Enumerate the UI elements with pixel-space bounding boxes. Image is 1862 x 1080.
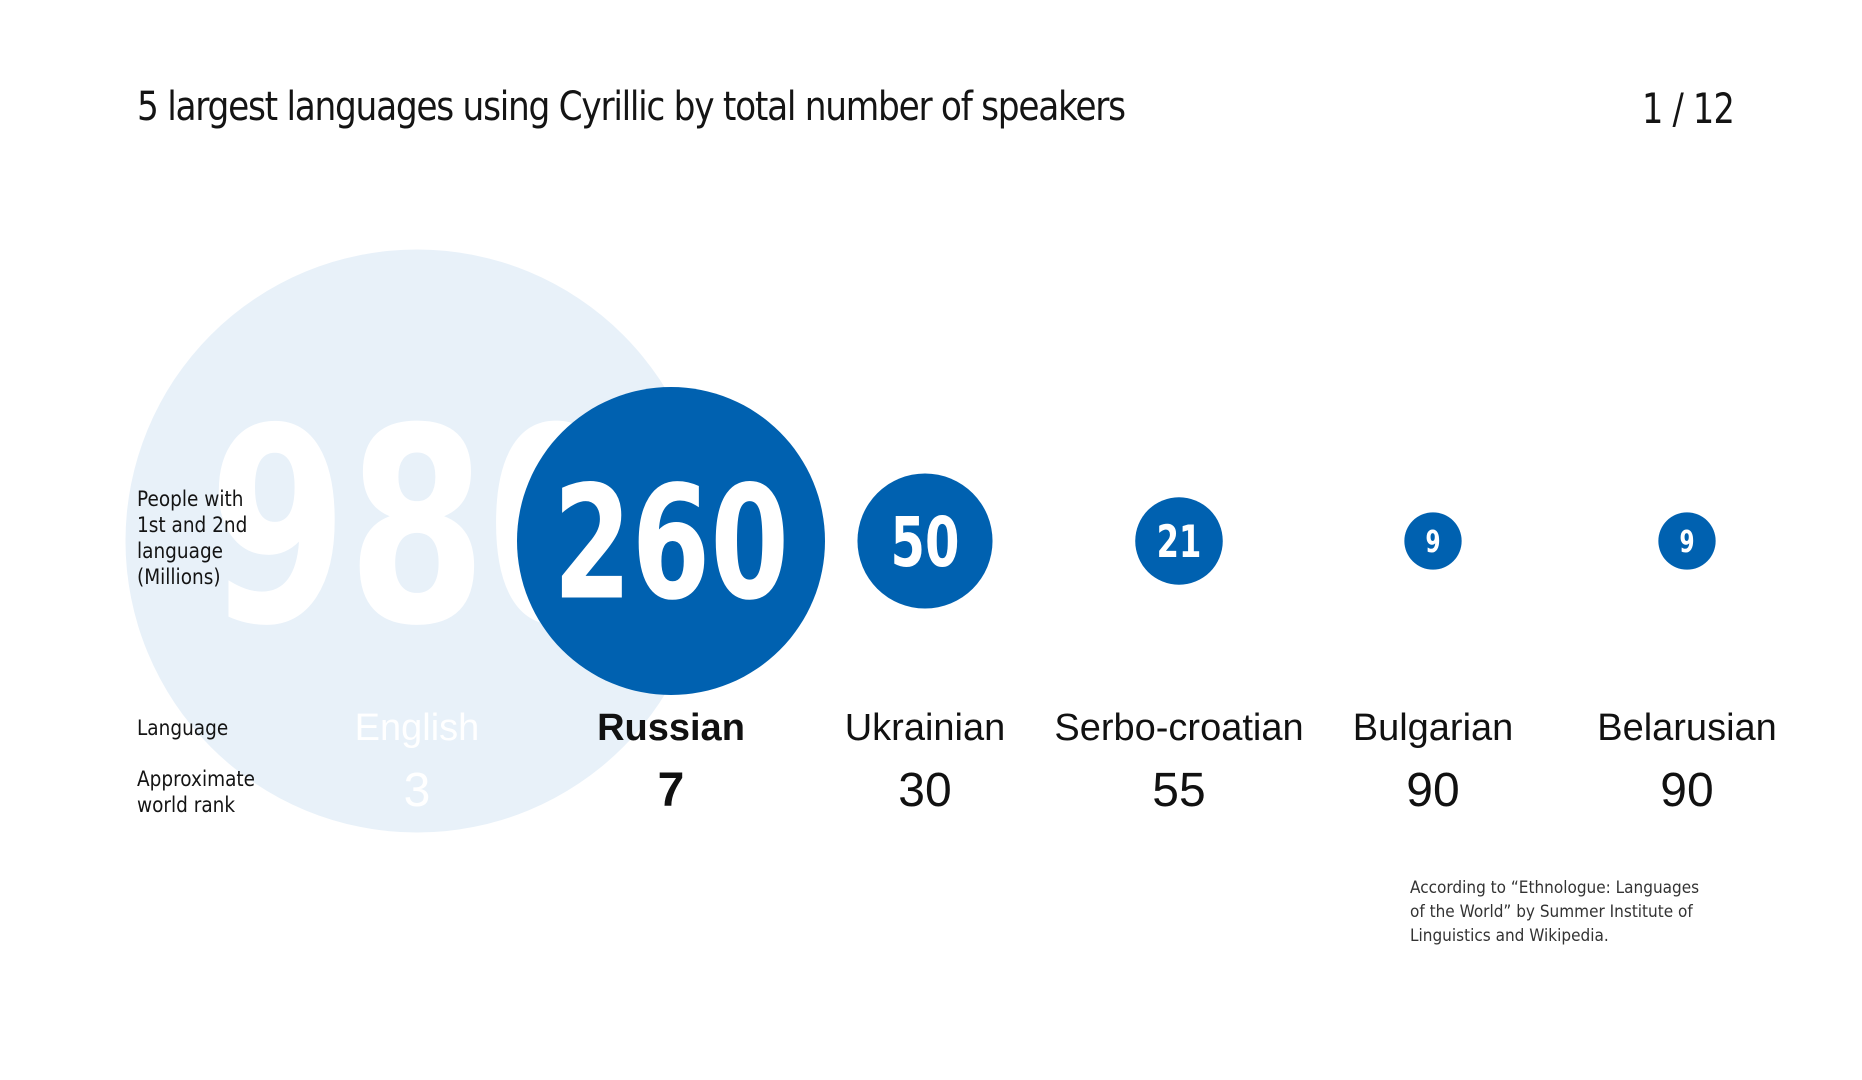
bubble-serbo-croatian xyxy=(1135,497,1223,585)
rank-value-ukrainian: 30 xyxy=(898,764,951,817)
source-note: According to “Ethnologue: Languages of t… xyxy=(1410,878,1700,946)
language-label-ukrainian: Ukrainian xyxy=(845,707,1006,749)
rank-value-english: 3 xyxy=(404,764,431,817)
bubble-belarusian xyxy=(1658,512,1716,570)
bubble-value-russian: 260 xyxy=(553,453,789,635)
bubble-english xyxy=(125,249,709,833)
language-label-english: English xyxy=(355,707,480,749)
bubble-value-ukrainian: 50 xyxy=(890,503,959,583)
language-label-bulgarian: Bulgarian xyxy=(1353,707,1514,749)
chart-title: 5 largest languages using Cyrillic by to… xyxy=(137,84,1126,130)
rank-value-belarusian: 90 xyxy=(1660,764,1713,817)
bubble-russian xyxy=(517,387,825,695)
rank-value-russian: 7 xyxy=(658,764,685,817)
rank-value-serbo-croatian: 55 xyxy=(1152,764,1205,817)
language-label-belarusian: Belarusian xyxy=(1597,707,1777,749)
speakers-row-label: People with 1st and 2nd language (Millio… xyxy=(137,487,248,589)
bubble-value-belarusian: 9 xyxy=(1679,525,1694,559)
rank-value-bulgarian: 90 xyxy=(1406,764,1459,817)
bubble-ukrainian xyxy=(857,473,993,609)
language-label-russian: Russian xyxy=(597,707,745,749)
language-label-serbo-croatian: Serbo-croatian xyxy=(1054,707,1303,749)
language-row-label: Language xyxy=(137,716,229,740)
page-counter: 1 / 12 xyxy=(1641,84,1735,133)
bubble-value-serbo-croatian: 21 xyxy=(1157,517,1202,569)
bubble-bulgarian xyxy=(1404,512,1462,570)
bubble-value-bulgarian: 9 xyxy=(1425,525,1440,559)
rank-row-label: Approximate world rank xyxy=(137,767,256,817)
